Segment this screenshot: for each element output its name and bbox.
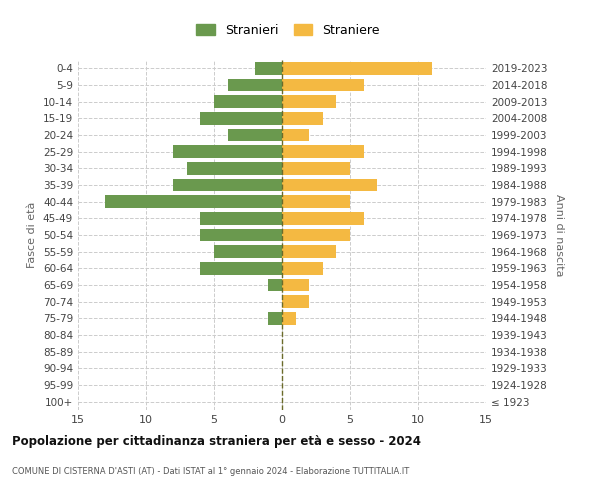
Bar (200, 229, 282, 241)
Y-axis label: Anni di nascita: Anni di nascita (554, 194, 564, 276)
Bar (282, 246, 337, 258)
Bar (214, 96, 282, 108)
Bar (200, 112, 282, 124)
Bar (200, 262, 282, 274)
Bar (187, 162, 282, 174)
Bar (282, 312, 296, 324)
Bar (227, 79, 282, 92)
Bar (268, 279, 282, 291)
Bar (282, 129, 309, 141)
Text: COMUNE DI CISTERNA D'ASTI (AT) - Dati ISTAT al 1° gennaio 2024 - Elaborazione TU: COMUNE DI CISTERNA D'ASTI (AT) - Dati IS… (12, 468, 409, 476)
Legend: Stranieri, Straniere: Stranieri, Straniere (191, 18, 385, 42)
Bar (282, 79, 364, 92)
Bar (227, 129, 282, 141)
Bar (214, 246, 282, 258)
Bar (173, 179, 282, 192)
Bar (282, 112, 323, 124)
Bar (282, 196, 350, 208)
Bar (282, 229, 350, 241)
Bar (282, 179, 377, 192)
Bar (268, 312, 282, 324)
Bar (282, 262, 323, 274)
Bar (282, 96, 337, 108)
Bar (282, 146, 364, 158)
Bar (282, 279, 309, 291)
Bar (105, 196, 282, 208)
Bar (282, 162, 350, 174)
Bar (282, 296, 309, 308)
Bar (282, 212, 364, 224)
Bar (173, 146, 282, 158)
Y-axis label: Fasce di età: Fasce di età (28, 202, 37, 268)
Text: Popolazione per cittadinanza straniera per età e sesso - 2024: Popolazione per cittadinanza straniera p… (12, 435, 421, 448)
Bar (255, 62, 282, 74)
Bar (200, 212, 282, 224)
Bar (282, 62, 431, 74)
